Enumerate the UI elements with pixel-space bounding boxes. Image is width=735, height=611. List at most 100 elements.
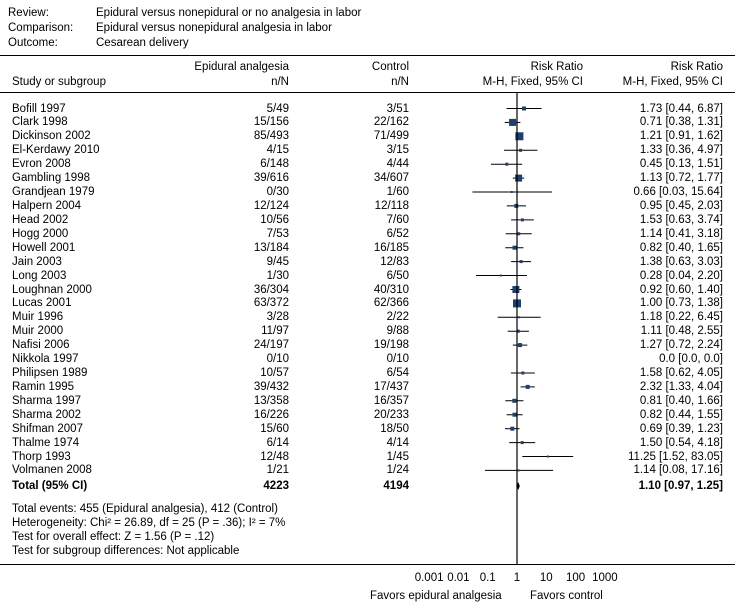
study-risk-ratio: 0.95 [0.45, 2.03] (639, 199, 723, 212)
study-epidural-events: 39/432 (253, 380, 289, 393)
study-name: Hogg 2000 (12, 227, 69, 240)
study-epidural-events: 10/56 (260, 213, 289, 226)
study-risk-ratio: 0.71 [0.38, 1.31] (639, 116, 723, 129)
study-control-events: 2/22 (386, 311, 409, 324)
study-risk-ratio: 1.14 [0.08, 17.16] (633, 464, 723, 477)
study-name: Long 2003 (12, 269, 67, 282)
study-epidural-events: 6/148 (260, 158, 289, 171)
axis-tick-label: 1 (513, 572, 521, 584)
total-control: 4194 (383, 480, 409, 492)
study-risk-ratio: 0.92 [0.60, 1.40] (639, 283, 723, 296)
study-control-events: 17/437 (373, 380, 409, 393)
study-epidural-events: 13/358 (253, 394, 289, 407)
axis-tick-label: 100 (566, 572, 586, 584)
study-control-events: 20/233 (373, 408, 409, 421)
study-epidural-events: 1/30 (266, 269, 289, 282)
effect-marker (516, 329, 520, 333)
study-name: Sharma 1997 (12, 394, 82, 407)
study-risk-ratio: 0.45 [0.13, 1.51] (639, 158, 723, 171)
effect-marker (499, 274, 502, 277)
study-risk-ratio: 1.38 [0.63, 3.03] (639, 255, 723, 268)
study-risk-ratio: 1.33 [0.36, 4.97] (639, 144, 723, 157)
study-risk-ratio: 1.27 [0.72, 2.24] (639, 339, 723, 352)
study-control-events: 1/60 (386, 186, 409, 198)
study-control-events: 3/51 (386, 102, 409, 115)
total-events: Total events: 455 (Epidural analgesia), … (12, 503, 278, 515)
study-epidural-events: 15/156 (253, 116, 289, 129)
overall-effect: Test for overall effect: Z = 1.56 (P = .… (12, 531, 215, 543)
study-name: Shifman 2007 (12, 422, 83, 435)
study-name: Nafisi 2006 (12, 339, 70, 352)
study-epidural-events: 7/53 (266, 227, 289, 240)
review-value: Epidural versus nonepidural or no analge… (96, 7, 362, 19)
effect-marker (515, 174, 523, 182)
study-control-events: 22/162 (373, 116, 409, 129)
axis-tick-label: 10 (539, 572, 553, 584)
study-name: Jain 2003 (12, 255, 62, 268)
study-risk-ratio: 0.28 [0.04, 2.20] (639, 269, 723, 282)
study-name: Thalme 1974 (12, 436, 80, 449)
study-name: Thorp 1993 (12, 450, 71, 463)
study-name: Loughnan 2000 (12, 283, 92, 296)
effect-marker (519, 148, 523, 152)
study-risk-ratio: 2.32 [1.33, 4.04] (639, 380, 723, 393)
study-epidural-events: 0/30 (266, 186, 289, 198)
col-study-header: Study or subgroup (12, 76, 106, 88)
study-name: Gambling 1998 (12, 172, 90, 185)
col-rr-text-sub: M-H, Fixed, 95% CI (622, 76, 723, 88)
study-control-events: 12/118 (374, 199, 409, 212)
study-risk-ratio: 0.81 [0.40, 1.66] (639, 394, 723, 407)
effect-marker (515, 132, 524, 141)
col-epidural-sub: n/N (271, 76, 289, 88)
study-epidural-events: 11/97 (261, 325, 289, 338)
col-rr-plot-header: Risk Ratio (530, 61, 583, 73)
study-control-events: 1/24 (386, 464, 409, 477)
study-risk-ratio: 1.50 [0.54, 4.18] (639, 436, 723, 449)
study-epidural-events: 1/21 (266, 464, 289, 477)
study-epidural-events: 24/197 (253, 339, 289, 352)
col-rr-text-header: Risk Ratio (670, 61, 723, 73)
effect-marker (510, 191, 513, 193)
study-risk-ratio: 1.58 [0.62, 4.05] (639, 367, 723, 379)
effect-marker (519, 260, 523, 264)
col-rr-plot-sub: M-H, Fixed, 95% CI (482, 76, 583, 88)
study-control-events: 4/44 (386, 158, 409, 171)
effect-marker (520, 218, 524, 222)
study-epidural-events: 4/15 (266, 144, 289, 157)
study-name: Volmanen 2008 (12, 464, 92, 477)
col-epidural-header: Epidural analgesia (194, 61, 289, 73)
study-epidural-events: 0/10 (266, 353, 289, 366)
effect-marker (512, 286, 520, 293)
effect-marker (514, 203, 519, 208)
study-epidural-events: 36/304 (253, 283, 289, 296)
study-epidural-events: 63/372 (253, 297, 289, 310)
study-control-events: 71/499 (373, 130, 409, 143)
study-name: Howell 2001 (12, 241, 76, 254)
heterogeneity: Heterogeneity: Chi² = 26.89, df = 25 (P … (12, 517, 286, 529)
study-risk-ratio: 1.21 [0.91, 1.62] (639, 130, 723, 143)
effect-marker (512, 245, 517, 250)
study-risk-ratio: 1.00 [0.73, 1.38] (639, 297, 723, 310)
study-control-events: 18/50 (380, 422, 409, 435)
header-bottom-rule (0, 92, 735, 93)
effect-marker (525, 384, 530, 389)
study-name: Lucas 2001 (12, 297, 72, 310)
study-control-events: 62/366 (373, 297, 409, 310)
effect-marker (509, 118, 517, 126)
study-epidural-events: 9/45 (266, 255, 289, 268)
subgroup-differences: Test for subgroup differences: Not appli… (12, 545, 240, 557)
study-name: Evron 2008 (12, 158, 71, 171)
study-control-events: 16/357 (373, 394, 409, 407)
study-control-events: 6/50 (386, 269, 409, 282)
study-risk-ratio: 1.13 [0.72, 1.77] (639, 172, 723, 185)
study-control-events: 40/310 (373, 283, 409, 296)
study-control-events: 7/60 (386, 213, 409, 226)
total-rr: 1.10 [0.97, 1.25] (638, 480, 723, 492)
study-epidural-events: 85/493 (253, 130, 289, 143)
study-risk-ratio: 1.73 [0.44, 6.87] (639, 102, 723, 115)
effect-marker (522, 106, 526, 111)
effect-marker (512, 412, 517, 417)
study-risk-ratio: 11.25 [1.52, 83.05] (627, 450, 723, 463)
